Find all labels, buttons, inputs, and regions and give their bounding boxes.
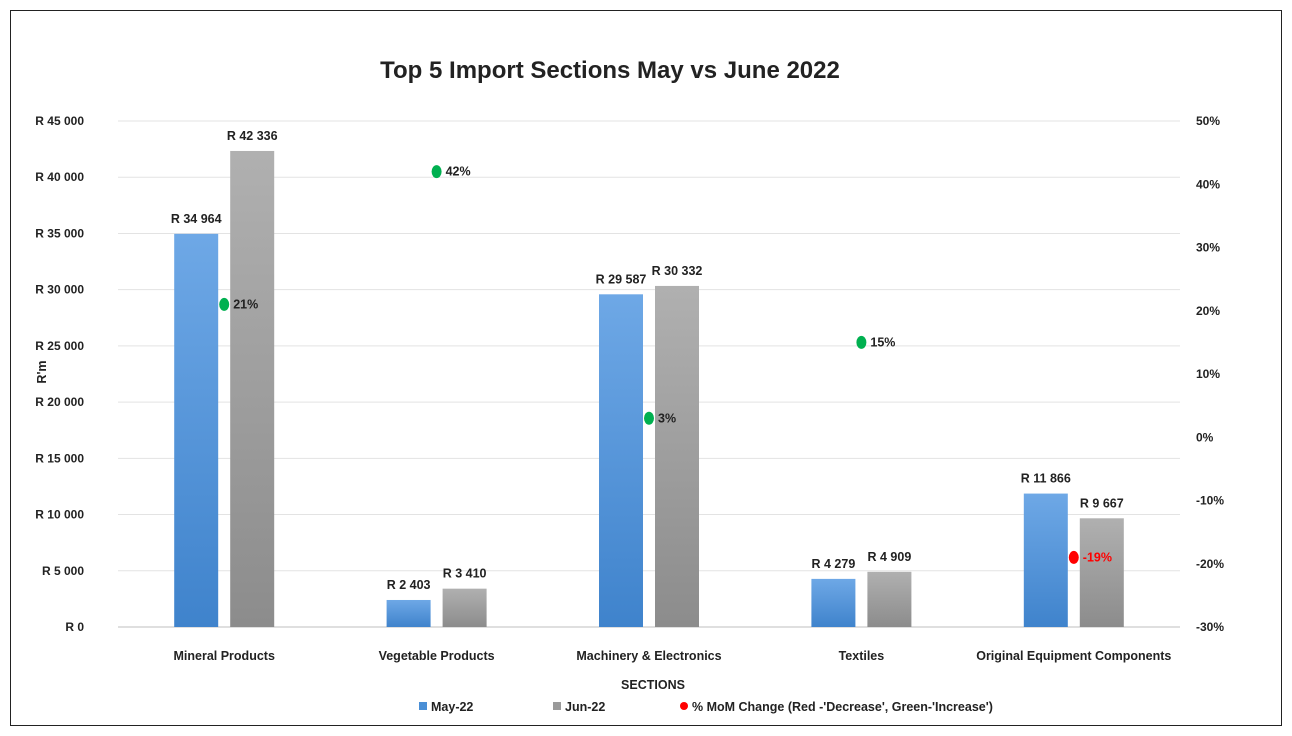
- y-tick-label: R 35 000: [35, 226, 84, 240]
- bar-value-label: R 42 336: [227, 129, 278, 143]
- bar-may: [811, 578, 856, 627]
- mom-change-point: [856, 335, 867, 349]
- bar-may: [386, 599, 431, 627]
- y2-tick-label: -10%: [1196, 494, 1224, 508]
- mom-change-point: [431, 165, 442, 179]
- mom-change-point: [1068, 550, 1079, 564]
- x-tick-label: Textiles: [839, 649, 885, 663]
- x-axis-title: SECTIONS: [621, 678, 685, 692]
- mom-change-point: [644, 411, 654, 425]
- mom-change-label: 42%: [446, 165, 471, 179]
- y-tick-label: R 40 000: [35, 170, 84, 184]
- bar-jun: [1079, 518, 1124, 627]
- bar-value-label: R 3 410: [443, 567, 487, 581]
- bar-jun: [867, 571, 912, 627]
- bar-value-label: R 2 403: [387, 578, 431, 592]
- x-tick-label: Original Equipment Components: [976, 649, 1171, 663]
- mom-change-label: 21%: [233, 297, 258, 311]
- y-tick-label: R 10 000: [35, 508, 84, 522]
- y2-tick-label: -20%: [1196, 557, 1224, 571]
- bar-may: [174, 233, 219, 627]
- x-tick-label: Mineral Products: [173, 649, 274, 663]
- bar-value-label: R 9 667: [1080, 496, 1124, 510]
- legend-label-jun: Jun-22: [565, 700, 605, 714]
- x-tick-label: Vegetable Products: [379, 649, 495, 663]
- y-tick-label: R 0: [65, 620, 84, 634]
- bar-value-label: R 4 279: [812, 557, 856, 571]
- bar-jun: [230, 150, 275, 627]
- y2-tick-label: 0%: [1196, 430, 1214, 444]
- mom-change-label: 3%: [658, 411, 676, 425]
- bar-value-label: R 29 587: [596, 272, 647, 286]
- y2-tick-label: 50%: [1196, 114, 1220, 128]
- bar-value-label: R 4 909: [868, 550, 912, 564]
- y2-tick-label: 10%: [1196, 367, 1220, 381]
- y2-tick-label: 30%: [1196, 241, 1220, 255]
- bar-value-label: R 34 964: [171, 212, 222, 226]
- bar-may: [599, 294, 643, 627]
- y2-tick-label: 40%: [1196, 177, 1220, 191]
- y-tick-label: R 30 000: [35, 283, 84, 297]
- x-tick-label: Machinery & Electronics: [576, 649, 721, 663]
- y-axis-title: R'm: [35, 360, 49, 383]
- chart-frame: [10, 10, 1282, 726]
- bar-jun: [442, 588, 487, 627]
- legend-swatch-jun: [553, 702, 561, 710]
- bar-value-label: R 11 866: [1021, 472, 1071, 486]
- legend-swatch-may: [419, 702, 427, 710]
- y-tick-label: R 5 000: [42, 564, 84, 578]
- legend-marker-mom: [680, 702, 688, 710]
- y2-tick-label: 20%: [1196, 304, 1220, 318]
- mom-change-label: -19%: [1083, 550, 1112, 564]
- y2-tick-label: -30%: [1196, 620, 1224, 634]
- legend: May-22 Jun-22 % MoM Change (Red -'Decrea…: [419, 700, 993, 714]
- bar-may: [1023, 493, 1068, 627]
- y-tick-label: R 45 000: [35, 114, 84, 128]
- chart-title: Top 5 Import Sections May vs June 2022: [380, 57, 840, 84]
- bar-jun: [655, 285, 699, 627]
- y-tick-label: R 25 000: [35, 339, 84, 353]
- y-tick-label: R 15 000: [35, 451, 84, 465]
- y-tick-label: R 20 000: [35, 395, 84, 409]
- mom-change-label: 15%: [870, 335, 895, 349]
- legend-label-may: May-22: [431, 700, 473, 714]
- bar-value-label: R 30 332: [652, 264, 703, 278]
- mom-change-point: [219, 297, 230, 311]
- legend-label-mom: % MoM Change (Red -'Decrease', Green-'In…: [692, 700, 993, 714]
